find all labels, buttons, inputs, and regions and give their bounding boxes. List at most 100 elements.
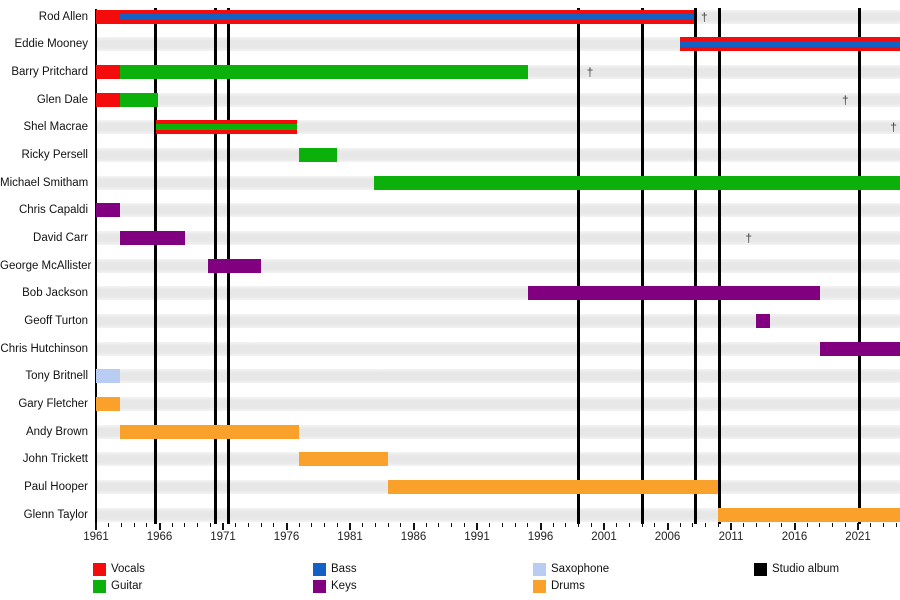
x-axis-major-tick (793, 523, 796, 530)
timeline-bar-keys (96, 203, 121, 218)
death-dagger: † (890, 120, 897, 135)
x-axis-minor-tick (311, 523, 313, 527)
x-axis-minor-tick (438, 523, 440, 527)
timeline-bar-overlay-bass (120, 13, 695, 20)
timeline-bar-drums (299, 452, 389, 467)
x-axis-minor-tick (743, 523, 745, 527)
timeline-bar-guitar (374, 175, 900, 190)
x-axis-minor-tick (108, 523, 110, 527)
x-axis-tick-label: 2001 (591, 531, 617, 543)
legend-label-vocals: Vocals (111, 563, 145, 575)
timeline-row-band (96, 341, 900, 356)
studio-album-line (693, 8, 697, 524)
x-axis-tick-label: 1976 (273, 531, 300, 543)
x-axis-minor-tick (641, 523, 643, 527)
x-axis-minor-tick (120, 523, 122, 527)
studio-album-line (640, 8, 644, 524)
x-axis-minor-tick (336, 523, 338, 527)
x-axis-major-tick (476, 523, 478, 530)
x-axis-minor-tick (133, 523, 135, 527)
x-axis-major-tick (412, 523, 415, 530)
member-label: Shel Macrae (23, 121, 88, 134)
x-axis-minor-tick (705, 523, 707, 527)
timeline-bar-keys (756, 313, 771, 328)
x-axis-minor-tick (514, 523, 516, 527)
timeline-row-band (96, 203, 900, 218)
x-axis-minor-tick (806, 523, 808, 527)
member-label: Glen Dale (36, 93, 88, 106)
timeline-bar-guitar (299, 147, 338, 162)
x-axis-minor-tick (768, 523, 770, 527)
timeline-bar-drums (120, 424, 300, 439)
x-axis-major-tick (95, 523, 97, 530)
x-axis-minor-tick (755, 523, 757, 527)
timeline-bar-guitar (120, 92, 159, 107)
x-axis-major-tick (158, 523, 161, 530)
timeline-bar-vocals (96, 64, 121, 79)
x-axis-tick-label: 2006 (654, 531, 681, 543)
timeline-bar-drums (718, 507, 900, 522)
timeline-bar-keys (819, 341, 900, 356)
x-axis-major-tick (857, 523, 859, 530)
legend-label-saxophone: Saxophone (551, 563, 610, 575)
x-axis-minor-tick (616, 523, 618, 527)
legend-label-studio_album: Studio album (772, 563, 840, 575)
x-axis-minor-tick (374, 523, 376, 527)
member-label: David Carr (33, 231, 88, 244)
member-label: George McAllister (0, 259, 92, 272)
x-axis-minor-tick (425, 523, 427, 527)
member-label: Paul Hooper (24, 481, 88, 494)
x-axis-minor-tick (197, 523, 199, 527)
y-axis-line (95, 9, 97, 523)
timeline-row-band (96, 230, 900, 245)
x-axis-tick-label: 2016 (781, 531, 808, 543)
x-axis-minor-tick (463, 523, 465, 527)
member-label: Chris Hutchinson (0, 342, 88, 355)
member-label: Chris Capaldi (18, 204, 88, 217)
legend-label-guitar: Guitar (111, 580, 143, 592)
x-axis-minor-tick (781, 523, 783, 527)
x-axis-minor-tick (324, 523, 326, 527)
x-axis-tick-label: 1966 (146, 531, 173, 543)
x-axis-minor-tick (273, 523, 275, 527)
timeline-bar-vocals (96, 92, 121, 107)
death-dagger: † (586, 64, 594, 79)
studio-album-line (718, 8, 722, 524)
x-axis-minor-tick (882, 523, 884, 527)
x-axis-major-tick (222, 523, 224, 530)
x-axis-minor-tick (628, 523, 630, 527)
x-axis-minor-tick (578, 523, 580, 527)
x-axis-tick-label: 1986 (400, 531, 427, 543)
studio-album-line (857, 8, 861, 524)
x-axis-minor-tick (819, 523, 821, 527)
x-axis-tick-label: 2021 (845, 531, 871, 543)
x-axis-tick-label: 1961 (83, 531, 109, 543)
x-axis-minor-tick (679, 523, 681, 527)
timeline-bar-drums (388, 480, 719, 495)
legend-swatch-drums (533, 580, 546, 593)
member-label: Tony Britnell (25, 370, 88, 383)
member-label: Bob Jackson (22, 287, 88, 300)
studio-album-line (577, 8, 581, 524)
x-axis-major-tick (285, 523, 288, 530)
x-axis-minor-tick (298, 523, 300, 527)
timeline-bar-keys (207, 258, 262, 273)
x-axis-major-tick (666, 523, 669, 530)
x-axis-tick-label: 1996 (527, 531, 554, 543)
timeline-row-band (96, 507, 900, 522)
member-label: Eddie Mooney (14, 38, 88, 51)
x-axis-minor-tick (654, 523, 656, 527)
legend-swatch-bass (313, 563, 326, 576)
x-axis-minor-tick (832, 523, 834, 527)
member-label: John Trickett (22, 453, 88, 466)
x-axis-minor-tick (451, 523, 453, 527)
x-axis-minor-tick (692, 523, 694, 527)
x-axis-tick-label: 1991 (464, 531, 490, 543)
x-axis-minor-tick (171, 523, 173, 527)
death-dagger: † (700, 9, 708, 24)
studio-album-line (154, 8, 158, 524)
x-axis-minor-tick (209, 523, 211, 527)
x-axis-major-tick (730, 523, 732, 530)
x-axis-minor-tick (400, 523, 402, 527)
